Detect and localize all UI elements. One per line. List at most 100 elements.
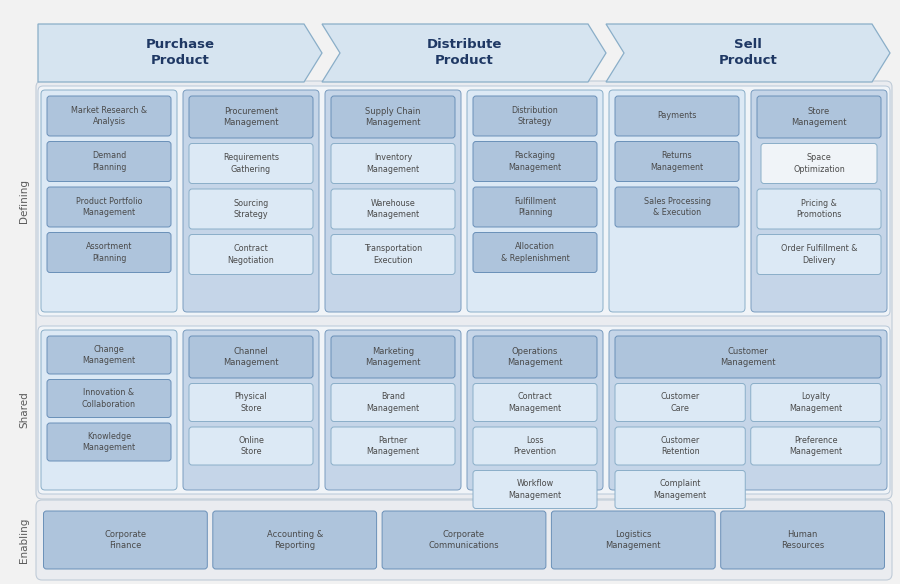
FancyBboxPatch shape [183,90,319,312]
Text: Allocation
& Replenishment: Allocation & Replenishment [500,242,570,263]
Text: Contract
Negotiation: Contract Negotiation [228,245,274,265]
FancyBboxPatch shape [189,96,313,138]
Text: Physical
Store: Physical Store [235,392,267,412]
Text: Customer
Care: Customer Care [661,392,700,412]
Text: Innovation &
Collaboration: Innovation & Collaboration [82,388,136,409]
FancyBboxPatch shape [757,96,881,138]
FancyBboxPatch shape [331,96,455,138]
Text: Human
Resources: Human Resources [781,530,824,550]
FancyBboxPatch shape [467,330,603,490]
FancyBboxPatch shape [331,384,455,422]
Text: Logistics
Management: Logistics Management [606,530,661,550]
FancyBboxPatch shape [473,471,597,509]
FancyBboxPatch shape [189,336,313,378]
FancyBboxPatch shape [189,144,313,183]
Text: Change
Management: Change Management [83,345,136,365]
Text: Customer
Retention: Customer Retention [661,436,700,456]
FancyBboxPatch shape [473,141,597,182]
Text: Returns
Management: Returns Management [651,151,704,172]
FancyBboxPatch shape [183,330,319,490]
Text: Fulfillment
Planning: Fulfillment Planning [514,197,556,217]
Text: Loyalty
Management: Loyalty Management [789,392,842,412]
FancyBboxPatch shape [47,141,171,182]
FancyBboxPatch shape [552,511,716,569]
Text: Demand
Planning: Demand Planning [92,151,126,172]
FancyBboxPatch shape [615,187,739,227]
Text: Defining: Defining [19,179,29,223]
FancyBboxPatch shape [473,336,597,378]
FancyBboxPatch shape [473,427,597,465]
Text: Partner
Management: Partner Management [366,436,419,456]
FancyBboxPatch shape [331,144,455,183]
Text: Online
Store: Online Store [238,436,264,456]
FancyBboxPatch shape [43,511,207,569]
Text: Complaint
Management: Complaint Management [653,479,706,499]
FancyBboxPatch shape [751,427,881,465]
FancyBboxPatch shape [47,423,171,461]
FancyBboxPatch shape [41,90,177,312]
Text: Sell
Product: Sell Product [718,39,778,68]
FancyBboxPatch shape [761,144,877,183]
FancyBboxPatch shape [467,90,603,312]
FancyBboxPatch shape [473,384,597,422]
Text: Customer
Management: Customer Management [720,347,776,367]
FancyBboxPatch shape [189,427,313,465]
FancyBboxPatch shape [615,384,745,422]
Text: Loss
Prevention: Loss Prevention [514,436,556,456]
FancyBboxPatch shape [47,336,171,374]
FancyBboxPatch shape [189,235,313,274]
FancyBboxPatch shape [473,96,597,136]
Text: Contract
Management: Contract Management [508,392,562,412]
Text: Preference
Management: Preference Management [789,436,842,456]
Text: Store
Management: Store Management [791,107,847,127]
FancyBboxPatch shape [757,189,881,229]
FancyBboxPatch shape [473,232,597,273]
Text: Inventory
Management: Inventory Management [366,154,419,173]
Text: Brand
Management: Brand Management [366,392,419,412]
Text: Packaging
Management: Packaging Management [508,151,562,172]
FancyBboxPatch shape [47,96,171,136]
Text: Distribution
Strategy: Distribution Strategy [511,106,558,126]
FancyBboxPatch shape [615,336,881,378]
FancyBboxPatch shape [47,232,171,273]
Text: Channel
Management: Channel Management [223,347,279,367]
FancyBboxPatch shape [212,511,376,569]
Text: Shared: Shared [19,392,29,429]
Polygon shape [606,24,890,82]
FancyBboxPatch shape [38,86,890,316]
Text: Marketing
Management: Marketing Management [365,347,421,367]
FancyBboxPatch shape [41,330,177,490]
Text: Workflow
Management: Workflow Management [508,479,562,499]
FancyBboxPatch shape [609,90,745,312]
Text: Payments: Payments [657,112,697,120]
FancyBboxPatch shape [615,471,745,509]
FancyBboxPatch shape [751,384,881,422]
Text: Corporate
Communications: Corporate Communications [428,530,500,550]
Text: Market Research &
Analysis: Market Research & Analysis [71,106,147,126]
Text: Procurement
Management: Procurement Management [223,107,279,127]
FancyBboxPatch shape [615,96,739,136]
Text: Sourcing
Strategy: Sourcing Strategy [233,199,268,219]
FancyBboxPatch shape [331,189,455,229]
Polygon shape [322,24,606,82]
FancyBboxPatch shape [609,330,887,490]
Text: Knowledge
Management: Knowledge Management [83,432,136,452]
FancyBboxPatch shape [38,326,890,494]
FancyBboxPatch shape [325,330,461,490]
FancyBboxPatch shape [615,427,745,465]
FancyBboxPatch shape [331,336,455,378]
FancyBboxPatch shape [331,235,455,274]
Text: Product Portfolio
Management: Product Portfolio Management [76,197,142,217]
Text: Enabling: Enabling [19,517,29,563]
FancyBboxPatch shape [47,187,171,227]
FancyBboxPatch shape [36,81,892,499]
Text: Operations
Management: Operations Management [508,347,562,367]
FancyBboxPatch shape [721,511,885,569]
Text: Space
Optimization: Space Optimization [793,154,845,173]
FancyBboxPatch shape [751,90,887,312]
Text: Assortment
Planning: Assortment Planning [86,242,132,263]
Text: Order Fulfillment &
Delivery: Order Fulfillment & Delivery [781,245,857,265]
FancyBboxPatch shape [331,427,455,465]
FancyBboxPatch shape [36,500,892,580]
Text: Warehouse
Management: Warehouse Management [366,199,419,219]
